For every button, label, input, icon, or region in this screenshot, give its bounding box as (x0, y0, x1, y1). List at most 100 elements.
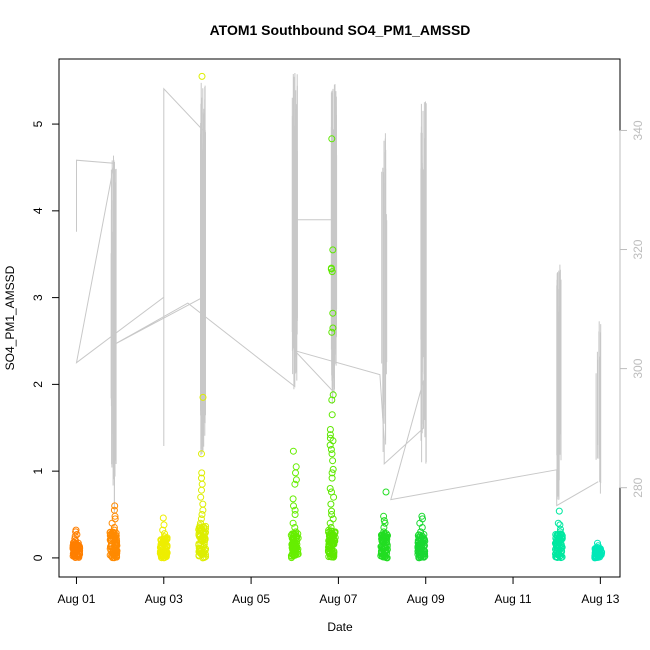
data-point (292, 476, 300, 484)
data-point (329, 391, 337, 399)
data-point (418, 512, 426, 520)
data-point (198, 486, 205, 494)
y-tick-label: 5 (31, 120, 45, 127)
y-tick-label: 4 (31, 207, 45, 214)
data-point (198, 549, 206, 557)
data-point (421, 552, 429, 560)
data-point (292, 528, 300, 536)
data-point (417, 528, 425, 536)
data-point (289, 539, 297, 547)
data-point (197, 537, 205, 545)
data-point (290, 502, 297, 510)
data-point (381, 537, 389, 545)
secondary-series-line (75, 87, 599, 507)
data-point (292, 469, 299, 477)
data-point (326, 441, 334, 449)
chart-title: ATOM1 Southbound SO4_PM1_AMSSD (210, 22, 471, 38)
y2-tick-label: 340 (631, 120, 645, 140)
data-point (199, 500, 207, 508)
data-point (198, 480, 206, 488)
data-point (289, 519, 297, 527)
data-point (328, 268, 336, 276)
data-point (197, 515, 205, 523)
data-point (556, 521, 564, 529)
data-point (328, 135, 336, 143)
data-point (381, 543, 389, 551)
data-point (106, 528, 114, 536)
data-point (110, 526, 118, 534)
x-tick-label: Aug 01 (57, 592, 95, 606)
data-point (555, 551, 563, 559)
data-point (326, 485, 334, 492)
data-point (159, 526, 167, 534)
data-point (326, 426, 334, 433)
y-tick-label: 0 (31, 554, 45, 561)
x-axis-label: Date (327, 620, 353, 634)
secondary-line-layer (75, 73, 602, 514)
data-point (289, 546, 297, 554)
plot-frame (58, 58, 621, 578)
data-point (329, 324, 337, 332)
x-axis: Aug 01 Aug 03 Aug 05 Aug 07 Aug 09 Aug 11 Aug … (57, 576, 620, 606)
data-point (291, 511, 299, 518)
data-point (199, 533, 207, 541)
data-point (327, 264, 335, 272)
data-point (329, 465, 337, 473)
data-point (380, 524, 388, 531)
data-point (197, 493, 205, 501)
data-point (199, 554, 207, 562)
data-point (328, 450, 336, 458)
data-point (380, 539, 387, 547)
data-point (326, 431, 334, 439)
data-point (325, 541, 333, 549)
data-point (328, 328, 336, 336)
x-tick-label: Aug 13 (581, 592, 619, 606)
data-point (160, 521, 168, 529)
data-point (382, 488, 390, 496)
data-point (327, 524, 335, 531)
data-point (326, 545, 334, 552)
data-point (328, 474, 336, 482)
y2-tick-label: 300 (631, 358, 645, 378)
data-point (196, 545, 204, 553)
data-point (72, 537, 79, 545)
data-point (381, 519, 389, 527)
data-point (328, 411, 336, 419)
data-point (325, 548, 333, 556)
data-point (111, 534, 119, 542)
data-point (329, 457, 337, 465)
y-tick-label: 3 (31, 294, 45, 301)
data-point (330, 493, 338, 501)
data-point (161, 533, 169, 541)
data-point (199, 393, 207, 401)
data-point (329, 246, 337, 254)
data-point (289, 495, 297, 503)
y2-tick-label: 280 (631, 477, 645, 497)
data-point (552, 545, 559, 553)
data-point (556, 528, 564, 536)
data-point (326, 519, 334, 527)
data-point (112, 550, 119, 557)
data-point (110, 524, 118, 531)
data-point (327, 446, 335, 453)
data-point (557, 525, 564, 533)
x-tick-label: Aug 09 (407, 592, 445, 606)
data-point (73, 543, 81, 551)
data-point (291, 506, 299, 514)
y-tick-label: 1 (31, 467, 45, 474)
y-tick-label: 2 (31, 381, 45, 388)
x-tick-label: Aug 03 (145, 592, 183, 606)
data-point (159, 514, 167, 522)
y-axis-left: 0 1 2 3 4 5 (31, 120, 59, 561)
data-point (380, 512, 388, 520)
data-point (112, 545, 120, 553)
data-point (198, 469, 206, 477)
x-tick-label: Aug 07 (319, 592, 357, 606)
data-point (71, 550, 79, 558)
data-point (198, 450, 205, 458)
data-point (418, 539, 426, 547)
data-point (418, 524, 426, 531)
data-point (111, 512, 119, 520)
x-tick-label: Aug 11 (494, 592, 531, 606)
